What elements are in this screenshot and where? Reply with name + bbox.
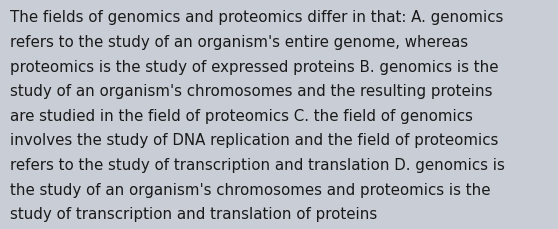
Text: refers to the study of an organism's entire genome, whereas: refers to the study of an organism's ent… — [10, 35, 468, 50]
Text: are studied in the field of proteomics C. the field of genomics: are studied in the field of proteomics C… — [10, 108, 473, 123]
Text: the study of an organism's chromosomes and proteomics is the: the study of an organism's chromosomes a… — [10, 182, 490, 197]
Text: refers to the study of transcription and translation D. genomics is: refers to the study of transcription and… — [10, 157, 505, 172]
Text: proteomics is the study of expressed proteins B. genomics is the: proteomics is the study of expressed pro… — [10, 59, 498, 74]
Text: study of transcription and translation of proteins: study of transcription and translation o… — [10, 206, 377, 221]
Text: study of an organism's chromosomes and the resulting proteins: study of an organism's chromosomes and t… — [10, 84, 493, 99]
Text: involves the study of DNA replication and the field of proteomics: involves the study of DNA replication an… — [10, 133, 498, 148]
Text: The fields of genomics and proteomics differ in that: A. genomics: The fields of genomics and proteomics di… — [10, 10, 503, 25]
